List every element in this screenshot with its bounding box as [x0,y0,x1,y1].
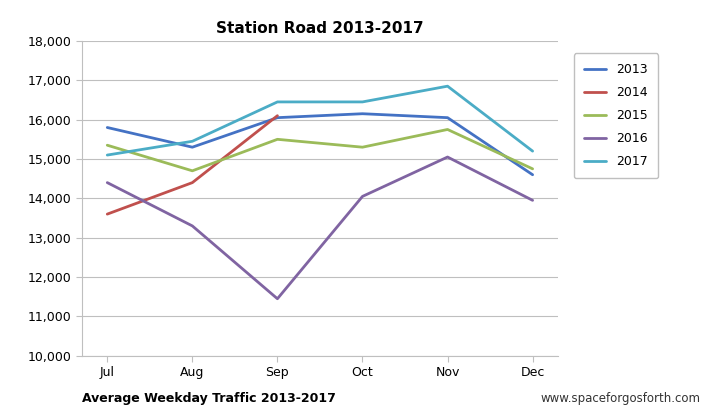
2016 [273,296,282,301]
Title: Station Road 2013-2017: Station Road 2013-2017 [216,20,424,36]
2015 [103,143,112,148]
Line: 2013: 2013 [107,114,533,175]
2017 [528,149,537,154]
Legend: 2013, 2014, 2015, 2016, 2017: 2013, 2014, 2015, 2016, 2017 [574,54,658,178]
2016 [443,155,451,160]
Text: Average Weekday Traffic 2013-2017: Average Weekday Traffic 2013-2017 [82,392,336,405]
Line: 2014: 2014 [107,116,277,214]
Line: 2016: 2016 [107,157,533,299]
2013 [273,115,282,120]
2014 [273,113,282,118]
2013 [103,125,112,130]
2013 [443,115,451,120]
2015 [443,127,451,132]
Line: 2017: 2017 [107,86,533,155]
2017 [358,99,367,104]
2013 [358,111,367,116]
2015 [188,169,197,173]
2016 [103,180,112,185]
2015 [273,137,282,142]
Text: www.spaceforgosforth.com: www.spaceforgosforth.com [540,392,700,405]
2014 [188,180,197,185]
2013 [188,145,197,150]
2016 [528,198,537,203]
2017 [103,153,112,157]
2016 [358,194,367,199]
2016 [188,223,197,228]
2013 [528,172,537,177]
Line: 2015: 2015 [107,130,533,171]
2014 [103,212,112,217]
2015 [528,166,537,171]
2017 [443,84,451,89]
2017 [273,99,282,104]
2015 [358,145,367,150]
2017 [188,139,197,144]
